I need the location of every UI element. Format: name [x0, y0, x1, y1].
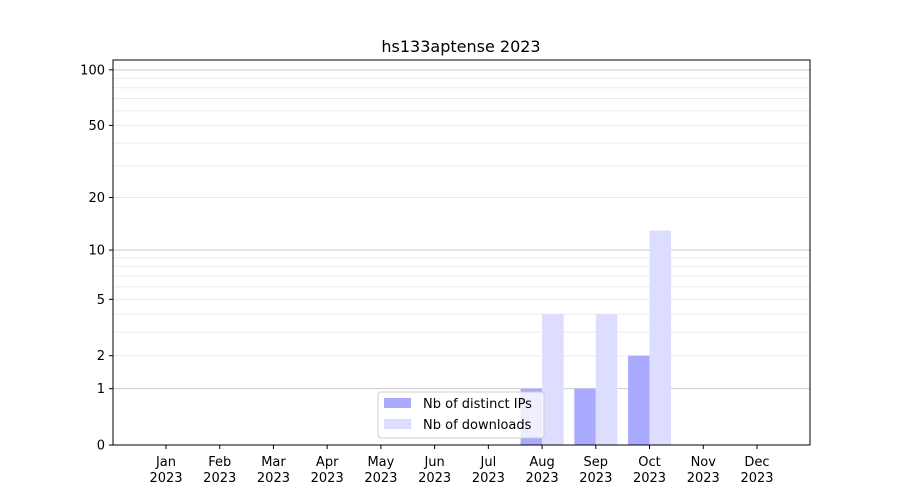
x-tick-label-line: Sep — [584, 455, 609, 470]
x-tick-label-line: Mar — [261, 455, 286, 470]
plot-frame — [112, 59, 811, 446]
y-axis: 0 1 2 5 10 20 50 100 — [80, 63, 113, 454]
x-tick-label: Dec 2023 — [740, 455, 773, 486]
x-tick-label: Jun 2023 — [418, 455, 451, 486]
legend-swatch — [384, 419, 411, 429]
y-tick-label: 5 — [97, 293, 105, 308]
x-tick-label-line: 2023 — [526, 471, 559, 486]
bar-distinct-ips — [628, 355, 650, 445]
legend-swatch — [384, 398, 411, 408]
legend: Nb of distinct IPs Nb of downloads — [377, 391, 545, 439]
grid — [113, 69, 810, 390]
x-tick-label-line: 2023 — [257, 471, 290, 486]
y-tick-label: 100 — [80, 63, 105, 78]
y-tick-label: 20 — [88, 191, 105, 206]
x-tick-label-line: 2023 — [364, 471, 397, 486]
x-tick-label: Nov 2023 — [687, 455, 720, 486]
bar-downloads — [542, 314, 564, 445]
x-tick-label: Oct 2023 — [633, 455, 666, 486]
x-tick-label-line: Feb — [208, 455, 231, 470]
x-tick-label: Jul 2023 — [472, 455, 505, 486]
x-tick-label: Jan 2023 — [149, 455, 182, 486]
x-tick-label-line: Oct — [638, 455, 660, 470]
x-tick-label-line: Jan — [155, 455, 176, 470]
x-tick-label: May 2023 — [364, 455, 397, 486]
bars — [520, 230, 672, 445]
x-tick-label: Mar 2023 — [257, 455, 290, 486]
chart-title: hs133aptense 2023 — [381, 37, 540, 56]
x-tick-label-line: 2023 — [579, 471, 612, 486]
bar-downloads — [649, 230, 672, 445]
legend-box — [377, 391, 545, 439]
legend-label: Nb of distinct IPs — [423, 397, 532, 412]
bar-distinct-ips — [574, 388, 596, 445]
x-tick-label-line: Jul — [480, 455, 497, 470]
x-tick-label: Feb 2023 — [203, 455, 236, 486]
x-tick-label-line: Apr — [316, 455, 339, 470]
x-tick-label-line: 2023 — [311, 471, 344, 486]
x-tick-label-line: 2023 — [418, 471, 451, 486]
legend-label: Nb of downloads — [423, 418, 532, 433]
x-tick-label-line: Nov — [691, 455, 717, 470]
x-tick-label-line: 2023 — [687, 471, 720, 486]
x-tick-label: Aug 2023 — [526, 455, 559, 486]
x-tick-label-line: 2023 — [149, 471, 182, 486]
y-tick-label: 1 — [97, 382, 105, 397]
x-tick-label-line: Aug — [529, 455, 554, 470]
x-tick-label-line: 2023 — [472, 471, 505, 486]
x-tick-label: Apr 2023 — [311, 455, 344, 486]
y-tick-label: 0 — [97, 439, 105, 454]
x-tick-label-line: 2023 — [633, 471, 666, 486]
x-tick-label-line: May — [367, 455, 394, 470]
y-tick-label: 50 — [88, 119, 105, 134]
x-tick-label-line: 2023 — [740, 471, 773, 486]
bar-downloads — [595, 314, 618, 445]
y-tick-label: 2 — [97, 349, 105, 364]
x-tick-label: Sep 2023 — [579, 455, 612, 486]
x-tick-label-line: 2023 — [203, 471, 236, 486]
x-tick-label-line: Dec — [744, 455, 769, 470]
x-tick-label-line: Jun — [423, 455, 444, 470]
y-tick-label: 10 — [88, 244, 105, 259]
